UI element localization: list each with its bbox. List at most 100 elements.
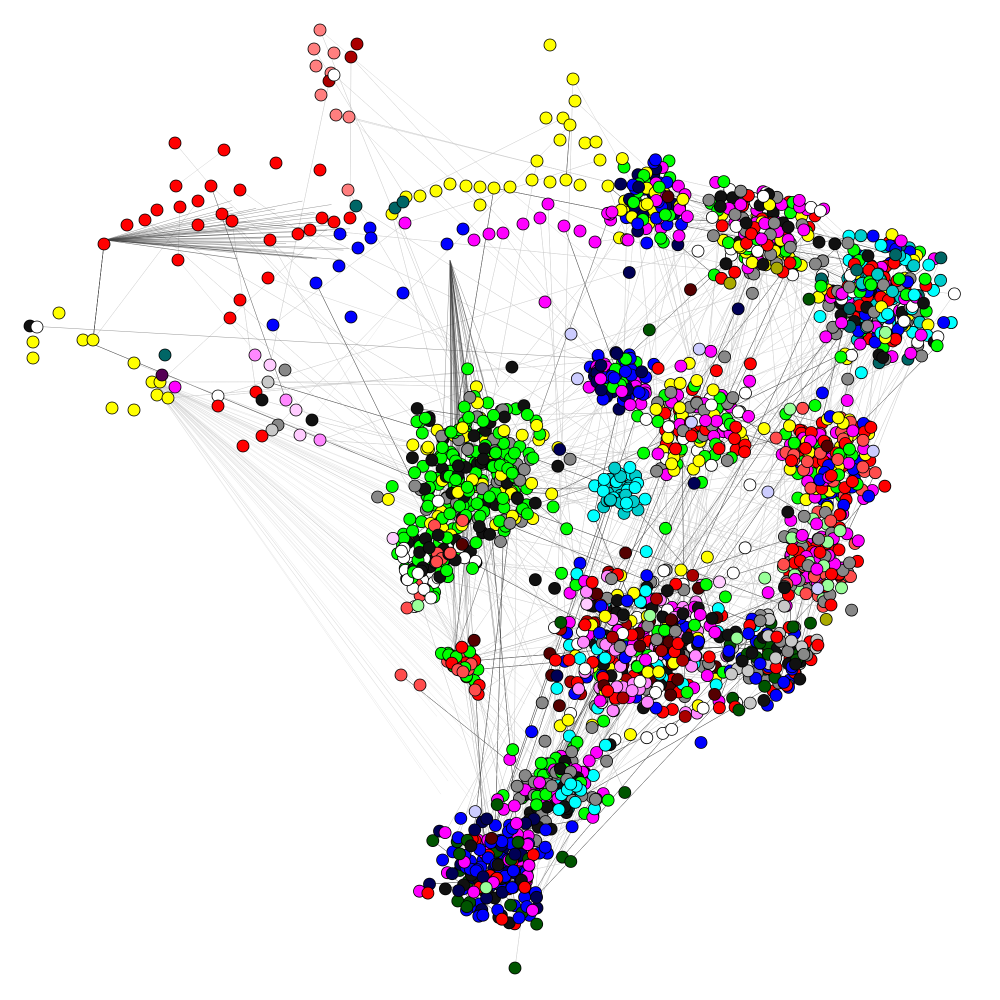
graph-node [676,654,689,667]
graph-node [561,713,575,727]
graph-edge [104,210,233,241]
graph-node [702,193,716,207]
graph-node [681,631,695,645]
graph-edge [714,670,749,695]
graph-edge [464,321,906,668]
graph-node [922,258,936,272]
graph-edge [449,259,499,388]
graph-node [600,754,613,768]
graph-edge [515,518,609,573]
graph-node [476,452,490,466]
graph-node [582,754,596,768]
graph-node [578,618,592,632]
graph-node [628,481,642,495]
graph-node [470,497,484,511]
graph-edge [451,214,611,664]
graph-node [435,441,449,454]
graph-node [421,886,435,900]
graph-edge [538,623,594,784]
graph-node [786,620,800,634]
graph-edge [277,124,571,426]
graph-node [640,236,654,250]
graph-node [743,374,756,388]
graph-edge [457,218,657,842]
graph-node [878,479,892,493]
graph-node [627,195,640,209]
graph-node [598,610,612,623]
graph-edge [104,239,262,251]
graph-edge [780,244,906,260]
graph-edge [104,200,303,241]
graph-node [655,644,668,658]
graph-edge [92,243,105,341]
graph-node [518,880,532,894]
graph-node [466,562,479,575]
graph-node [408,479,422,493]
graph-node [669,624,682,638]
graph-edge [149,379,504,677]
graph-node [692,635,705,648]
graph-node [739,216,753,230]
graph-node [444,425,458,439]
graph-node [563,452,577,466]
graph-node [512,911,526,925]
graph-node [720,454,734,468]
graph-edge [239,189,809,585]
graph-edge [149,379,529,753]
graph-node [625,684,639,697]
graph-edge [149,379,432,638]
graph-edge [149,379,468,724]
graph-node [699,578,713,591]
graph-node [654,231,668,245]
graph-node [732,703,746,717]
graph-node [385,480,399,493]
graph-node [726,391,740,405]
graph-node [886,284,899,298]
graph-edge [749,484,788,513]
graph-edge [533,277,880,783]
graph-node [712,442,726,456]
graph-node [371,490,385,504]
graph-edge [502,232,808,652]
graph-node [812,235,826,249]
graph-node [381,492,395,506]
graph-node [651,361,665,375]
graph-node [753,657,767,671]
graph-node [650,464,663,478]
graph-node [460,900,474,913]
graph-node [835,581,848,595]
graph-edge [104,204,332,241]
graph-node [421,440,435,454]
graph-node [777,675,791,689]
graph-node [577,635,590,649]
graph-node [864,420,878,434]
graph-node [619,546,632,560]
graph-node [451,459,465,473]
graph-node [623,460,637,474]
graph-node [460,480,474,494]
graph-node [743,478,757,492]
graph-node [717,175,731,189]
graph-edge [174,142,212,187]
graph-node [505,360,519,374]
graph-node [673,376,687,390]
graph-node [533,776,546,789]
graph-edge [144,219,465,408]
graph-node [472,520,486,533]
graph-edge [405,117,564,198]
graph-node [834,350,848,364]
graph-node [462,410,476,424]
graph-node [639,653,652,667]
graph-node [796,401,809,415]
graph-node [725,667,738,681]
graph-edge [177,259,313,421]
graph-node [680,686,694,699]
graph-node [436,853,450,867]
graph-node [897,314,911,328]
graph-node [769,689,783,702]
graph-node [664,385,678,399]
graph-edge [333,74,481,206]
graph-node [742,627,755,640]
graph-node [633,675,647,688]
graph-node [504,898,518,912]
